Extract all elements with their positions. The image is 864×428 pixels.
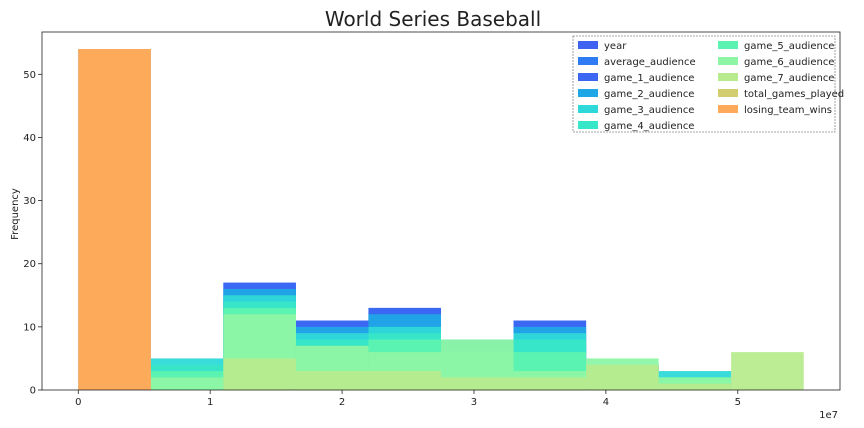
y-tick-label: 50 xyxy=(23,70,36,81)
y-tick-label: 10 xyxy=(23,322,36,333)
chart-title: World Series Baseball xyxy=(325,7,541,31)
x-offset-label: 1e7 xyxy=(819,410,838,421)
legend-swatch xyxy=(718,89,738,97)
y-tick-label: 0 xyxy=(30,386,36,397)
legend-label: average_audience xyxy=(604,57,696,68)
plot-frame xyxy=(41,31,841,391)
legend-swatch xyxy=(718,105,738,113)
y-tick-label: 30 xyxy=(23,196,36,207)
x-tick-label: 1 xyxy=(207,397,213,408)
histogram-bar xyxy=(731,352,804,390)
legend-label: game_2_audience xyxy=(604,89,694,100)
legend-frame xyxy=(572,35,836,133)
legend-swatch xyxy=(578,89,598,97)
legend-swatch xyxy=(578,105,598,113)
legend-label: total_games_played xyxy=(744,89,844,100)
legend-label: game_6_audience xyxy=(744,57,834,68)
legend-swatch xyxy=(718,73,738,81)
legend-label: losing_team_wins xyxy=(744,105,832,116)
legend-swatch xyxy=(718,41,738,49)
x-tick-label: 4 xyxy=(603,397,609,408)
histogram-bar xyxy=(586,364,659,390)
y-tick-label: 20 xyxy=(23,259,36,270)
legend-label: year xyxy=(604,41,627,52)
histogram-bar xyxy=(78,49,151,391)
x-tick-label: 5 xyxy=(735,397,741,408)
legend-label: game_4_audience xyxy=(604,121,694,132)
legend-swatch xyxy=(578,73,598,81)
legend-swatch xyxy=(578,121,598,129)
legend-label: game_3_audience xyxy=(604,105,694,116)
histogram-bar xyxy=(223,358,296,390)
x-tick-label: 3 xyxy=(471,397,477,408)
legend-label: game_7_audience xyxy=(744,73,834,84)
y-axis-label: Frequency xyxy=(10,188,21,240)
histogram-bar xyxy=(368,371,441,390)
x-tick-label: 0 xyxy=(75,397,81,408)
legend-swatch xyxy=(578,41,598,49)
histogram-bar xyxy=(658,383,732,390)
legend-label: game_1_audience xyxy=(604,73,694,84)
legend: year average_audience game_1_audience game_… xyxy=(572,35,844,133)
y-tick-label: 40 xyxy=(23,133,36,144)
legend-swatch xyxy=(578,57,598,65)
histogram-bar xyxy=(441,377,514,390)
histogram-bar xyxy=(150,377,224,390)
legend-swatch xyxy=(718,57,738,65)
histogram-bar xyxy=(295,371,369,390)
x-tick-label: 2 xyxy=(339,397,345,408)
histogram-bar xyxy=(513,377,587,390)
legend-label: game_5_audience xyxy=(744,41,834,52)
bars-layer xyxy=(78,49,804,391)
